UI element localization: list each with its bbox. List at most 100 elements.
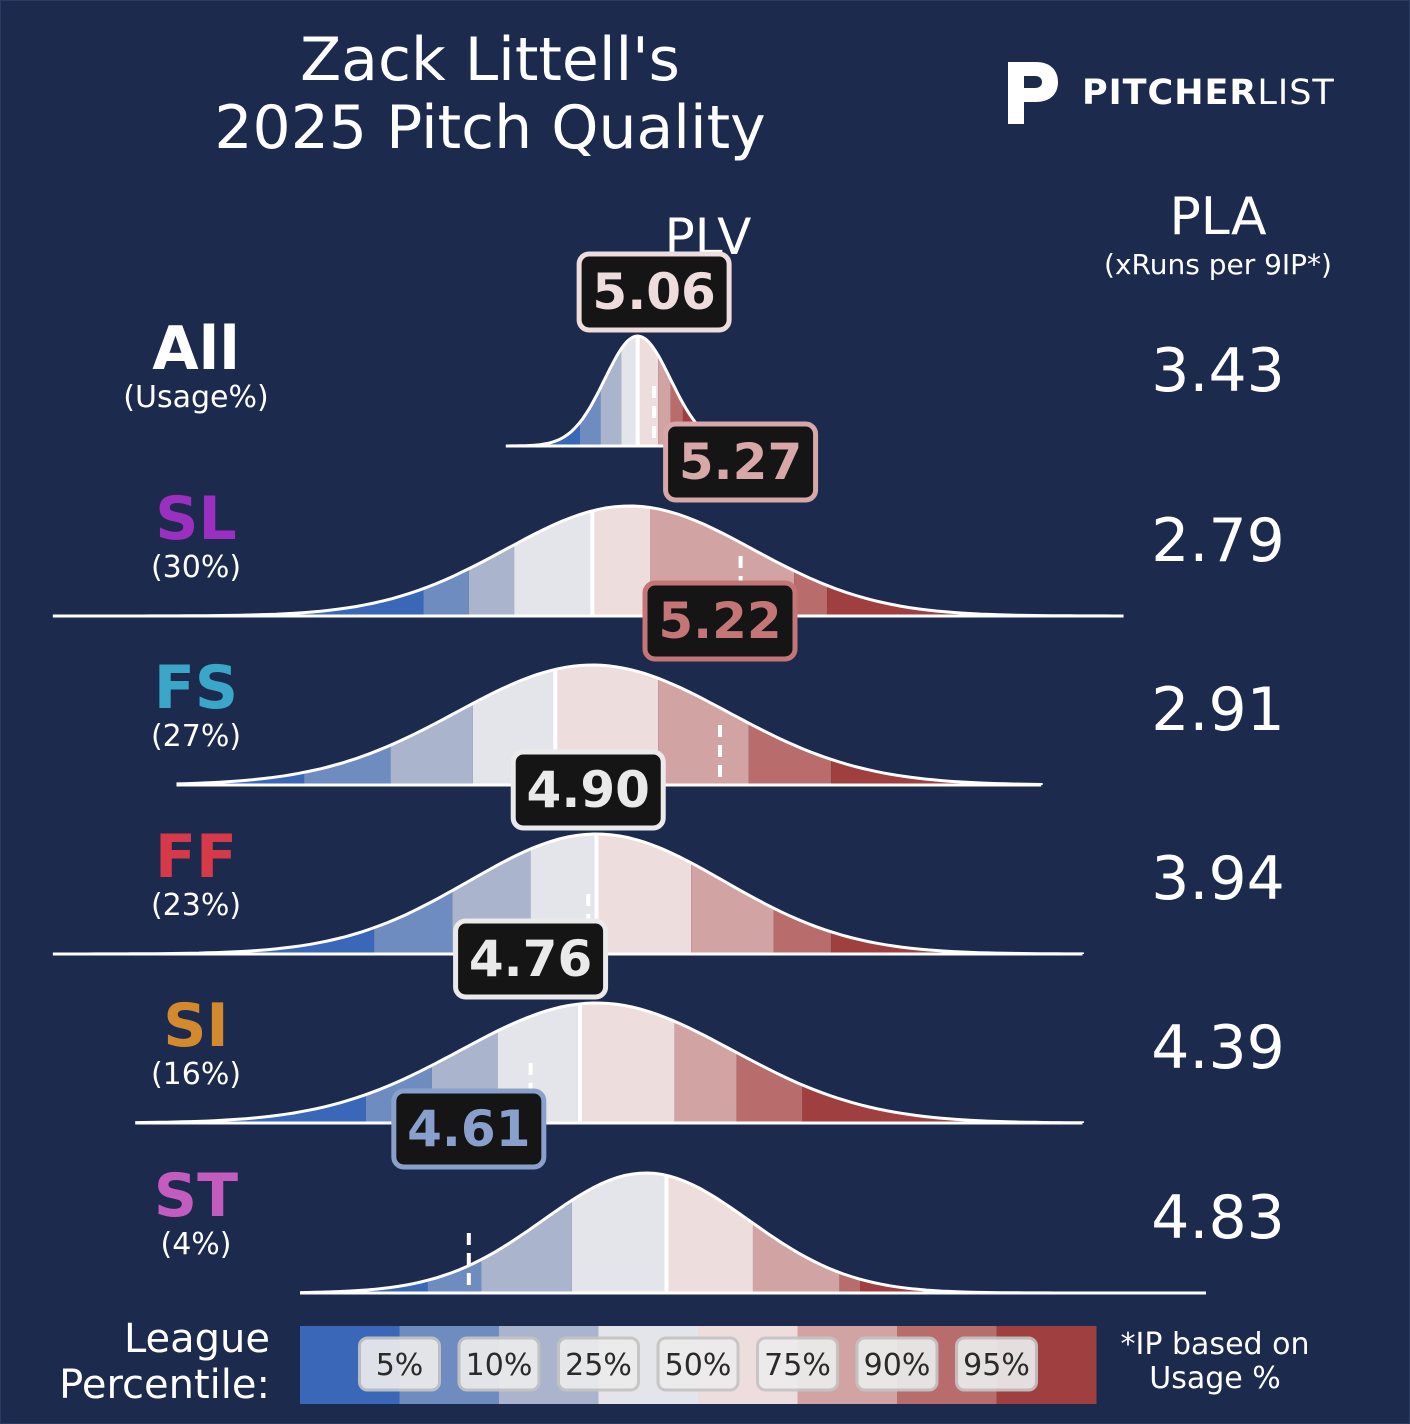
band-0 <box>300 1173 428 1293</box>
legend-chip <box>656 1336 740 1392</box>
band-7 <box>831 834 1083 954</box>
density-curve <box>135 1001 1084 1125</box>
legend-chip <box>358 1336 441 1392</box>
plv-value-label: 4.90 <box>527 761 650 819</box>
legend-percentile-label: 95% <box>963 1348 1030 1383</box>
footnote-line-1: *IP based on <box>1120 1327 1310 1362</box>
legend-chip <box>557 1336 640 1392</box>
band-4 <box>637 336 659 446</box>
band-1 <box>304 665 391 785</box>
legend-percentile-label: 25% <box>565 1348 632 1383</box>
pitch-usage: (30%) <box>150 550 242 585</box>
density-curve <box>176 663 1043 786</box>
legend-percentile-label: 10% <box>466 1348 533 1383</box>
percentile-bands <box>300 1173 1206 1293</box>
pitch-usage: (16%) <box>150 1057 242 1092</box>
legend-label-line-2: Percentile: <box>59 1362 270 1408</box>
pitch-code: All <box>152 314 240 384</box>
band-5 <box>674 1003 737 1123</box>
plv-value-box <box>663 421 819 503</box>
pitch-code: SI <box>163 991 229 1061</box>
band-1 <box>580 336 601 446</box>
pla-value-si: 4.39 <box>1151 1013 1285 1083</box>
band-1 <box>423 506 469 616</box>
legend-label-line-1: League <box>123 1316 270 1362</box>
legend-chip <box>855 1336 939 1392</box>
percentile-legend: 5% 10% 25% 50% 75% 90% 95% <box>300 1326 1097 1404</box>
band-5 <box>658 665 749 785</box>
band-7 <box>802 1003 1083 1123</box>
distribution-sl: 5.27 <box>52 421 1124 618</box>
pla-value-st: 4.83 <box>1151 1183 1285 1253</box>
row-label-all: All (Usage%) <box>96 318 296 416</box>
title-line-1: Zack Littell's <box>300 25 680 95</box>
legend-percentile-label: 90% <box>864 1348 931 1383</box>
band-4 <box>580 1003 675 1123</box>
plv-value-label: 4.61 <box>407 1100 530 1158</box>
brand-light: LIST <box>1257 73 1335 113</box>
plv-value-label: 5.22 <box>658 592 781 650</box>
band-0 <box>52 834 375 954</box>
title-line-2: 2025 Pitch Quality <box>214 93 766 163</box>
band-7 <box>860 1173 1206 1293</box>
pla-header-title: PLA <box>1169 187 1267 247</box>
pitcherlist-p-logo-icon <box>1008 62 1058 124</box>
brand-logo: PITCHERLIST <box>1004 58 1335 128</box>
brand-bold: PITCHER <box>1082 73 1258 113</box>
pla-value-sl: 2.79 <box>1151 506 1285 576</box>
plv-value-label: 5.06 <box>592 263 715 321</box>
legend-chip <box>756 1336 839 1392</box>
plv-value-label: 5.27 <box>679 433 802 491</box>
band-4 <box>666 1173 753 1293</box>
band-2 <box>390 665 473 785</box>
row-label-si: SI (16%) <box>96 995 296 1093</box>
row-label-st: ST (4%) <box>96 1165 296 1263</box>
plv-value-box <box>391 1088 547 1170</box>
band-1 <box>374 834 453 954</box>
chart-title: Zack Littell's 2025 Pitch Quality <box>150 26 830 162</box>
legend-percentile-label: 5% <box>376 1348 424 1383</box>
legend-percentile-label: 75% <box>764 1348 831 1383</box>
pitch-code: FS <box>153 653 239 723</box>
band-3 <box>621 336 638 446</box>
band-2 <box>481 1173 572 1293</box>
legend-label: League Percentile: <box>40 1316 270 1408</box>
band-5 <box>752 1173 840 1293</box>
pla-value-ff: 3.94 <box>1151 844 1285 914</box>
row-label-fs: FS (27%) <box>96 657 296 755</box>
pitch-code: FF <box>155 822 237 892</box>
pitch-usage: (4%) <box>160 1227 232 1262</box>
legend-percentile-label: 50% <box>665 1348 732 1383</box>
legend-chip <box>457 1336 541 1392</box>
percentile-bands <box>52 506 1124 616</box>
band-1 <box>427 1173 482 1293</box>
row-label-sl: SL (30%) <box>96 488 296 586</box>
band-6 <box>773 834 832 954</box>
plv-value-box <box>510 749 666 831</box>
footnote-line-2: Usage % <box>1149 1361 1281 1396</box>
density-curve <box>52 832 1084 956</box>
band-4 <box>592 506 650 616</box>
plv-value-label: 4.76 <box>469 930 592 988</box>
band-0 <box>505 336 580 446</box>
pla-header: PLA (xRuns per 9IP*) <box>1080 186 1356 282</box>
brand-name: PITCHERLIST <box>1082 73 1335 113</box>
pitch-usage: (27%) <box>150 719 242 754</box>
pla-header-subtitle: (xRuns per 9IP*) <box>1104 248 1332 281</box>
distribution-all: 5.06 <box>505 251 763 448</box>
plv-value-box <box>576 251 732 333</box>
pitch-code: ST <box>153 1161 239 1231</box>
pitch-usage: (23%) <box>150 888 242 923</box>
band-2 <box>600 336 622 446</box>
band-3 <box>571 1173 667 1293</box>
pitch-usage: (Usage%) <box>123 380 269 415</box>
pla-value-all: 3.43 <box>1151 336 1285 406</box>
band-0 <box>52 506 424 616</box>
legend-chip <box>955 1336 1038 1392</box>
band-5 <box>691 834 774 954</box>
band-6 <box>794 506 828 616</box>
plv-value-box <box>453 918 609 1000</box>
band-6 <box>748 665 832 785</box>
pitch-code: SL <box>155 484 237 554</box>
